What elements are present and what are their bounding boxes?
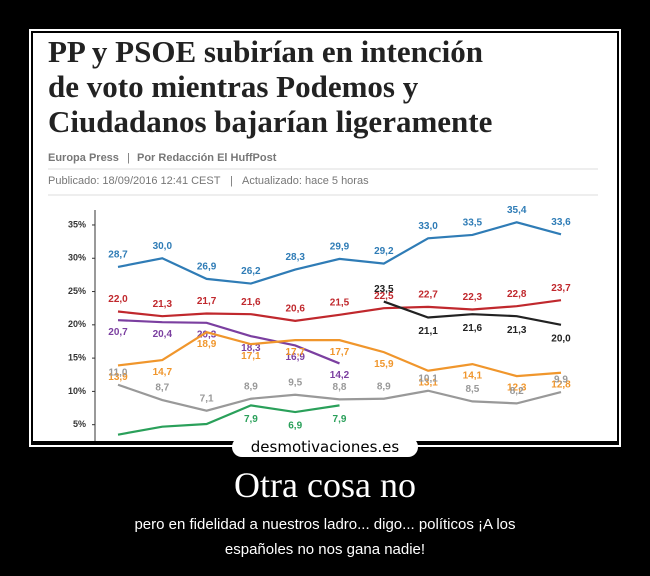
data-label: 21,1 [418,326,438,337]
data-label: 21,7 [197,296,217,307]
data-label: 30,0 [153,241,173,252]
data-label: 21,3 [153,299,173,310]
screenshot [33,33,617,441]
published: Publicado: 18/09/2016 12:41 CEST [48,175,221,187]
data-label: 14,7 [153,367,173,378]
data-label: 29,9 [330,242,350,253]
data-label: 7,1 [200,393,214,404]
series-line [117,299,562,322]
data-label: 15,9 [374,359,394,370]
y-tick-label: 20% [68,319,86,329]
data-label: 29,2 [374,246,394,257]
y-tick-label: 10% [68,386,86,396]
caption: pero en fidelidad a nuestros ladro... di… [134,516,515,533]
series-line [117,330,562,378]
data-label: 8,9 [377,381,391,392]
separator: | [127,152,130,164]
data-label: 33,5 [463,218,483,229]
data-label: 23,7 [551,283,571,294]
data-label: 28,3 [285,252,305,263]
data-label: 14,1 [463,371,483,382]
data-label: 12,8 [551,379,571,390]
data-label: 22,3 [463,292,483,303]
data-label: 33,6 [551,217,571,228]
data-label: 20,3 [197,329,217,340]
series-line [383,300,562,326]
data-label: 9,9 [554,375,568,386]
data-label: 21,3 [507,325,527,336]
data-label: 13,1 [418,377,438,388]
data-label: 6,9 [288,421,302,432]
caption: españoles no nos gana nadie! [225,541,425,558]
series-line [117,404,340,436]
data-label: 8,5 [465,384,479,395]
data-label: 28,7 [108,250,128,261]
data-label: 8,2 [510,386,524,397]
watermark: desmotivaciones.es [251,438,400,456]
data-label: 20,4 [153,329,173,340]
series-line [117,319,340,365]
data-label: 7,9 [333,414,347,425]
byline: Por Redacción El HuffPost [137,152,277,164]
data-label: 22,5 [374,291,394,302]
data-label: 26,9 [197,262,217,273]
byline: Europa Press [48,152,119,164]
data-label: 35,4 [507,205,527,216]
data-label: 20,6 [285,303,305,314]
data-label: 8,8 [333,382,347,393]
data-label: 12,3 [507,383,527,394]
data-label: 9,5 [288,377,302,388]
data-label: 7,9 [244,414,258,425]
data-label: 26,2 [241,266,261,277]
data-label: 17,7 [330,347,350,358]
data-label: 23,5 [374,284,394,295]
data-label: 17,7 [285,347,305,358]
headline: Ciudadanos bajarían ligeramente [48,104,492,139]
data-label: 20,7 [108,327,128,338]
poster-title: Otra cosa no [234,465,416,505]
data-label: 8,7 [155,383,169,394]
series-line [117,383,562,412]
data-label: 17,1 [241,351,261,362]
y-tick-label: 25% [68,286,86,296]
data-label: 18,3 [241,343,261,354]
data-label: 21,6 [241,297,261,308]
headline: PP y PSOE subirían en intención [48,34,483,69]
data-label: 16,9 [285,352,305,363]
data-label: 20,0 [551,333,571,344]
y-tick-label: 15% [68,352,86,362]
watermark-badge [232,437,418,457]
chart: 5% 10% 15% 20% 25% 30% 35% 28,7 30,0 26,9 26,2 28,3… [68,205,571,441]
y-tick-label: 5% [73,419,86,429]
y-tick-label: 35% [68,219,86,229]
data-label: 33,0 [418,221,438,232]
data-label: 18,9 [197,339,217,350]
separator: | [230,175,233,187]
data-label: 14,2 [330,370,350,381]
y-tick-label: 30% [68,253,86,263]
data-label: 21,5 [330,297,350,308]
data-label: 10,1 [418,373,438,384]
data-label: 22,8 [507,289,527,300]
updated: Actualizado: hace 5 horas [242,175,369,187]
series-line [117,221,562,285]
data-label: 13,9 [108,372,128,383]
data-label: 11,0 [109,367,128,378]
data-label: 21,6 [463,323,483,334]
data-label: 22,7 [418,289,438,300]
data-label: 22,0 [108,294,128,305]
headline: de voto mientras Podemos y [48,69,419,104]
data-label: 8,9 [244,381,258,392]
